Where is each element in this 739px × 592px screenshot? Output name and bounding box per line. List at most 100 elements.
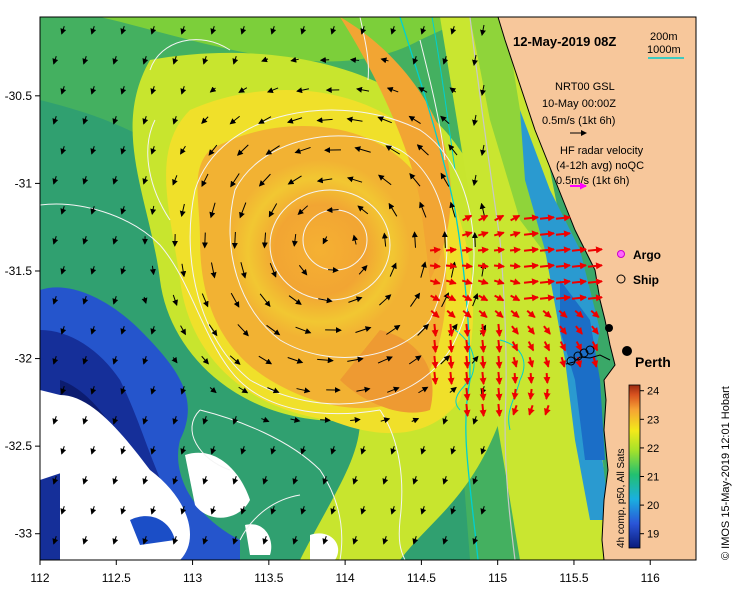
colorbar-title: 4h comp, p50, All Sats	[616, 448, 627, 548]
model-vector	[411, 417, 420, 424]
colorbar-tick-label: 23	[647, 414, 659, 426]
model-vector	[90, 266, 97, 275]
model-vector	[180, 263, 187, 278]
radar-vector	[495, 339, 503, 353]
radar-vector	[590, 310, 600, 318]
model-vector	[408, 115, 421, 124]
symbol-legend: Argo Ship	[616, 248, 661, 287]
model-vector	[150, 146, 157, 155]
radar-vector	[494, 294, 505, 302]
model-vector	[150, 326, 157, 335]
radar-vector	[527, 372, 535, 384]
radar-vector	[523, 230, 539, 238]
radar-vector	[511, 341, 519, 352]
radar-vector	[495, 355, 503, 369]
radar-vector	[523, 294, 539, 302]
model-vector	[410, 292, 421, 307]
model-vector	[240, 506, 247, 515]
model-vector	[112, 116, 119, 125]
model-vector	[201, 116, 209, 124]
model-vector	[270, 506, 277, 515]
radar-vector	[446, 294, 457, 302]
model-vector	[209, 202, 216, 219]
model-vector	[480, 24, 486, 36]
radar-vector	[463, 387, 471, 401]
model-legend-date: 10-May 00:00Z	[542, 98, 616, 110]
model-vector	[120, 26, 127, 35]
model-vector	[150, 386, 157, 395]
model-vector	[360, 26, 367, 35]
model-vector	[120, 446, 127, 455]
model-vector	[172, 175, 178, 186]
radar-vector	[555, 278, 571, 286]
model-vector	[412, 476, 419, 485]
radar-vector	[559, 356, 567, 368]
radar-vector	[558, 310, 568, 318]
model-vector	[388, 202, 398, 217]
radar-legend: HF radar velocity (4-12h avg) noQC 0.5m/…	[556, 145, 644, 190]
model-vector	[90, 506, 97, 515]
ship-track	[565, 345, 611, 366]
radar-vector	[543, 372, 551, 384]
model-vector	[120, 86, 127, 95]
model-vector	[450, 446, 457, 455]
model-vector	[201, 355, 209, 365]
radar-vector	[429, 278, 441, 286]
model-vector	[479, 202, 486, 217]
model-vector	[82, 416, 89, 425]
model-vector	[352, 536, 359, 545]
radar-vector	[494, 214, 505, 222]
model-vector	[380, 57, 389, 64]
model-vector	[141, 296, 148, 305]
radar-legend-line1: HF radar velocity	[560, 145, 644, 157]
model-vector	[408, 355, 422, 365]
model-vector	[238, 87, 248, 93]
model-vector	[418, 386, 429, 394]
model-vector	[288, 295, 302, 305]
radar-vector	[478, 294, 489, 302]
model-vector	[480, 84, 486, 96]
model-vector	[266, 324, 281, 336]
model-vector	[420, 446, 427, 455]
model-vector	[52, 236, 59, 245]
model-vector	[382, 476, 389, 485]
model-vector	[171, 356, 178, 364]
model-vector	[60, 446, 67, 455]
model-vector	[258, 116, 272, 124]
model-vector	[472, 476, 479, 485]
model-vector	[52, 536, 59, 545]
model-vector	[418, 87, 428, 93]
model-vector	[52, 176, 59, 185]
radar-vector	[477, 262, 489, 270]
y-tick-label: -30.5	[5, 89, 33, 103]
radar-vector	[510, 310, 520, 318]
model-vector	[270, 446, 277, 455]
radar-vector	[509, 262, 521, 270]
radar-vector	[575, 341, 583, 352]
model-vector	[180, 26, 187, 35]
radar-vector	[559, 341, 567, 352]
perth-label: Perth	[635, 354, 671, 370]
model-vector	[112, 176, 119, 185]
radar-vector	[543, 341, 551, 352]
model-vector	[320, 416, 331, 423]
model-vector	[52, 56, 59, 65]
model-vector	[201, 293, 209, 308]
model-vector	[60, 206, 67, 215]
model-vector	[82, 176, 89, 185]
model-vector	[172, 476, 179, 485]
model-vector	[360, 446, 367, 455]
model-vector	[150, 506, 157, 515]
model-vector	[82, 356, 89, 365]
model-vector	[82, 236, 89, 245]
radar-vector	[446, 310, 456, 318]
model-vector	[232, 416, 239, 425]
ship-label: Ship	[633, 273, 659, 287]
model-vector	[258, 355, 273, 365]
model-vector	[82, 116, 89, 125]
model-vector	[120, 506, 127, 515]
model-vector	[142, 476, 149, 485]
model-vector	[480, 506, 487, 515]
model-vector	[52, 296, 59, 305]
radar-vector	[462, 214, 473, 222]
